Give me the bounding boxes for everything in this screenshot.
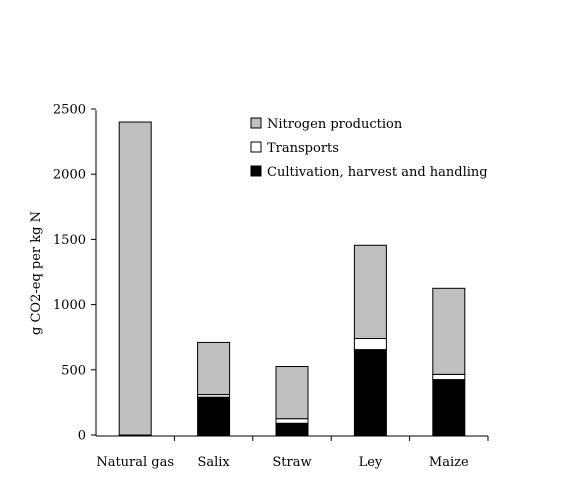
bar-segment (432, 287, 466, 375)
bar-segment (275, 418, 309, 424)
legend-swatch (250, 117, 262, 129)
bars-layer (118, 121, 466, 436)
bar-segment (353, 338, 387, 351)
bar-segment (353, 244, 387, 340)
y-tick-label: 2000 (53, 168, 86, 183)
x-category-label: Natural gas (96, 455, 174, 470)
y-tick-label: 1000 (53, 298, 86, 313)
y-tick-label: 1500 (53, 233, 86, 248)
x-category-label: Straw (272, 455, 311, 470)
legend-swatch (250, 165, 262, 177)
axes-layer (95, 110, 488, 437)
y-tick-label: 0 (78, 429, 86, 444)
x-category-label: Ley (359, 455, 383, 470)
y-ticks-layer: 0 500 1000 1500 2000 2500 (53, 103, 96, 444)
bar-segment (432, 373, 466, 381)
x-category-label: Maize (429, 455, 469, 470)
bar-segment (353, 349, 387, 436)
legend-label: Transports (267, 141, 339, 156)
bar-segment (197, 396, 231, 436)
bar-segment (197, 341, 231, 396)
legend-label: Nitrogen production (267, 117, 403, 132)
legend-label: Cultivation, harvest and handling (267, 165, 488, 180)
bar-segment (432, 379, 466, 436)
y-tick-label: 2500 (53, 103, 86, 118)
y-axis-title: g CO2-eq per kg N (29, 211, 44, 335)
bar-segment (275, 422, 309, 436)
bar-segment (275, 366, 309, 420)
x-ticks-layer: Natural gas Salix Straw Ley Maize (96, 436, 489, 470)
bar-segment (118, 121, 152, 436)
legend: Nitrogen production Transports Cultivation… (250, 117, 488, 180)
y-tick-label: 500 (61, 363, 86, 378)
x-category-label: Salix (197, 455, 230, 470)
legend-swatch (250, 141, 262, 153)
